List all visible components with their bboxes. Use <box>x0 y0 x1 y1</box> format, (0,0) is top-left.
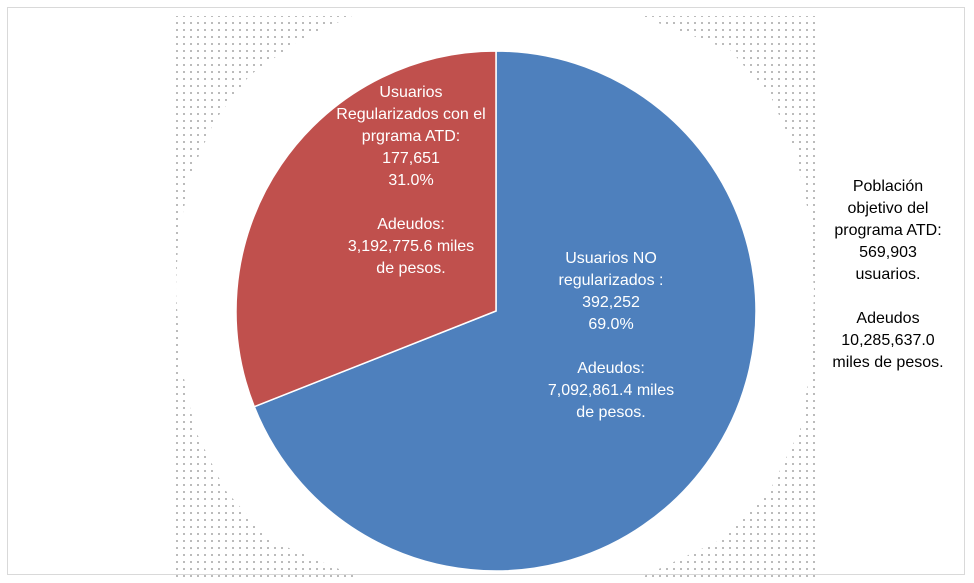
annotation-line: usuarios. <box>855 266 921 283</box>
pie-slice <box>253 50 757 572</box>
slice-label-line: 392,252 <box>582 294 640 311</box>
slice-label-line: Usuarios <box>379 84 442 101</box>
slice-label-line: regularizados : <box>559 272 664 289</box>
slice-label-line: 3,192,775.6 miles <box>348 238 474 255</box>
slice-label-line: 7,092,861.4 miles <box>548 382 674 399</box>
slice-label: Usuarios Regularizados con el prgrama ATD:… <box>336 84 485 277</box>
slice-label-line: Usuarios NO <box>565 250 657 267</box>
slice-label-line: Adeudos: <box>577 360 645 377</box>
annotation-line: objetivo del <box>847 200 929 217</box>
population-annotation: Población objetivo del programa ATD: 569… <box>808 176 968 374</box>
annotation-line: 10,285,637.0 <box>841 332 935 349</box>
annotation-line: miles de pesos. <box>832 354 944 371</box>
slice-label-line: prgrama ATD: <box>362 128 460 145</box>
annotation-line: Población <box>852 178 924 195</box>
annotation-line: Adeudos <box>856 310 920 327</box>
annotation-spacer <box>808 286 968 308</box>
annotation-line: 569,903 <box>859 244 917 261</box>
annotation-line: programa ATD: <box>834 222 942 239</box>
pie-slice <box>235 50 497 408</box>
slice-label-line: de pesos. <box>376 260 445 277</box>
slice-label-line: 177,651 <box>382 150 440 167</box>
slice-label-line: de pesos. <box>576 404 645 421</box>
slice-label-line: Adeudos: <box>377 216 445 233</box>
slice-label-line: Regularizados con el <box>336 106 485 123</box>
slice-label-line: 31.0% <box>388 172 433 189</box>
dot-pattern-left <box>176 16 360 578</box>
slice-label-line: 69.0% <box>588 316 633 333</box>
background-dot-pattern <box>176 16 820 578</box>
dot-pattern-right <box>640 16 820 578</box>
slice-label: Usuarios NO regularizados : 392,252 69.0% Ad… <box>548 250 674 421</box>
